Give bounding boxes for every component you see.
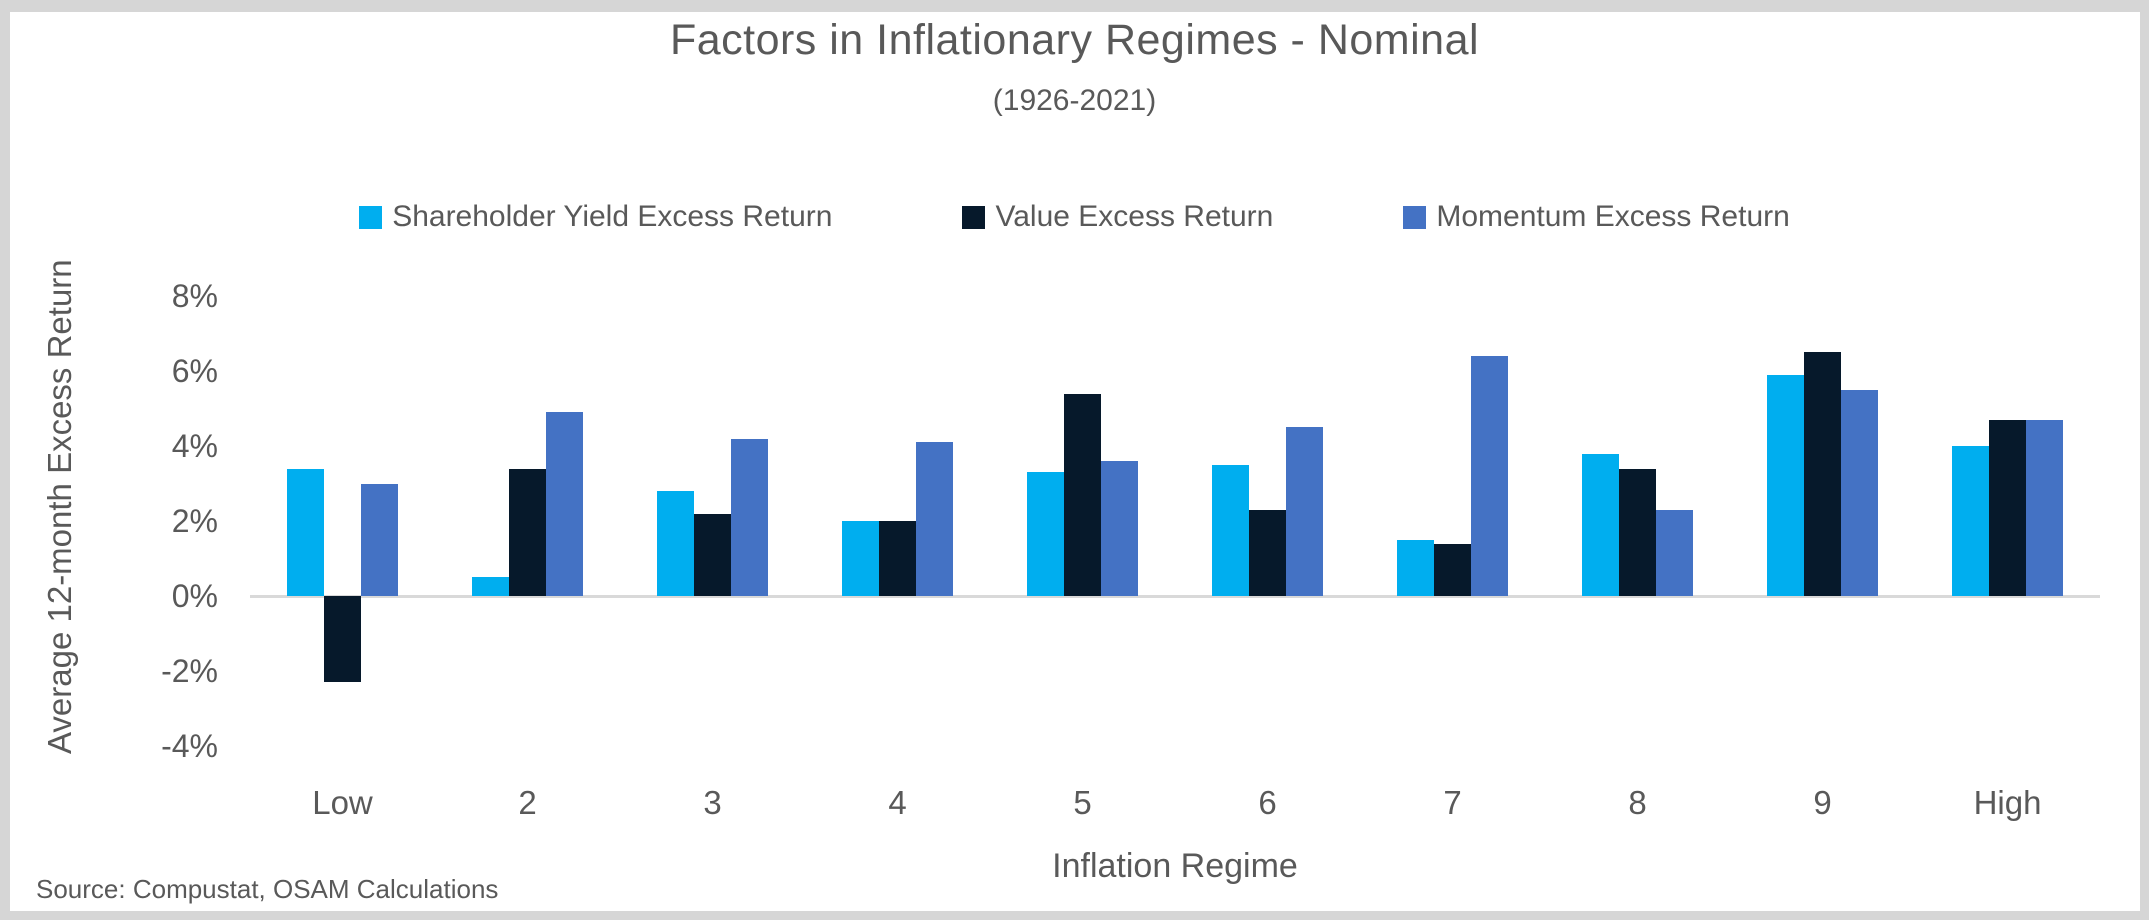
- bar: [1989, 419, 2026, 596]
- x-axis-line: [250, 594, 2100, 598]
- bar: [1952, 446, 1989, 596]
- y-tick-label: -2%: [161, 653, 218, 689]
- x-tick-label: Low: [312, 784, 373, 821]
- y-tick-label: -4%: [161, 728, 218, 764]
- legend-item-1: Shareholder Yield Excess Return: [359, 200, 832, 234]
- legend-label: Momentum Excess Return: [1436, 200, 1790, 233]
- bar: [1841, 389, 1878, 596]
- y-tick-label: 4%: [171, 428, 218, 464]
- bar: [694, 513, 731, 596]
- legend-label: Value Excess Return: [995, 200, 1274, 233]
- x-axis-title: Inflation Regime: [1052, 847, 1298, 885]
- x-tick-label: 5: [1073, 784, 1092, 821]
- bar: [1471, 356, 1508, 596]
- bar: [1101, 461, 1138, 596]
- bar: [657, 491, 694, 596]
- legend-item-3: Momentum Excess Return: [1403, 200, 1790, 234]
- bar: [1286, 427, 1323, 596]
- x-tick-label: 3: [703, 784, 722, 821]
- x-tick-label: 7: [1443, 784, 1462, 821]
- legend-swatch-icon: [359, 205, 383, 229]
- chart-subtitle: (1926-2021): [992, 84, 1157, 117]
- legend-swatch-icon: [962, 205, 986, 229]
- x-tick-label: High: [1973, 784, 2042, 821]
- legend-item-2: Value Excess Return: [962, 200, 1273, 234]
- bar: [879, 521, 916, 596]
- bar: [509, 468, 546, 596]
- bar: [472, 577, 509, 596]
- bar: [1656, 509, 1693, 596]
- bar: [842, 521, 879, 596]
- bar: [1027, 472, 1064, 596]
- x-tick-label: 6: [1258, 784, 1277, 821]
- bar: [324, 596, 361, 683]
- legend-label: Shareholder Yield Excess Return: [392, 200, 833, 233]
- x-tick-label: 2: [518, 784, 537, 821]
- bar: [1434, 543, 1471, 596]
- bar: [361, 483, 398, 596]
- bar: [287, 468, 324, 596]
- bar: [1582, 453, 1619, 596]
- bar: [1767, 374, 1804, 596]
- bar: [546, 412, 583, 596]
- bar: [2026, 419, 2063, 596]
- bar: [1212, 464, 1249, 596]
- y-tick-label: 2%: [171, 503, 218, 539]
- legend-swatch-icon: [1403, 205, 1427, 229]
- legend: Shareholder Yield Excess Return Value Exc…: [0, 200, 2149, 234]
- chart-title: Factors in Inflationary Regimes - Nomina…: [669, 16, 1480, 64]
- x-tick-label: 9: [1813, 784, 1832, 821]
- bar: [916, 442, 953, 596]
- y-tick-label: 6%: [171, 353, 218, 389]
- source-note: Source: Compustat, OSAM Calculations: [36, 874, 499, 904]
- bar: [731, 438, 768, 596]
- bar: [1619, 468, 1656, 596]
- bar: [1397, 539, 1434, 596]
- x-tick-label: 4: [888, 784, 907, 821]
- y-tick-label: 8%: [171, 278, 218, 314]
- bar: [1064, 393, 1101, 596]
- bar: [1249, 509, 1286, 596]
- bar: [1804, 352, 1841, 596]
- x-tick-label: 8: [1628, 784, 1647, 821]
- y-tick-label: 0%: [171, 578, 218, 614]
